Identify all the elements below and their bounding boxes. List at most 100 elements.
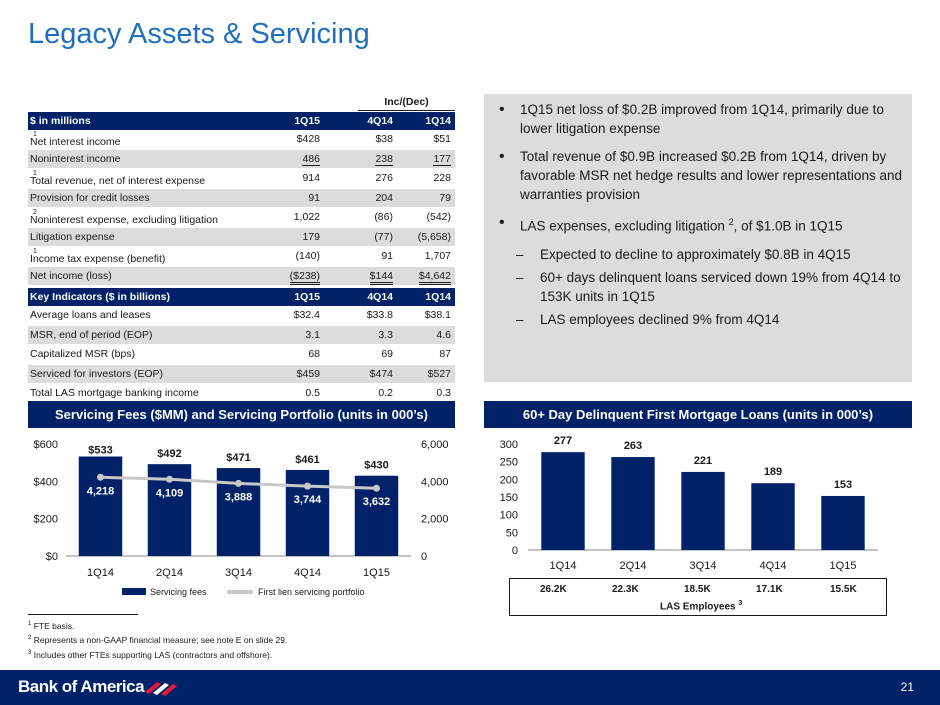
las-employees-box: 26.2K 22.3K 18.5K 17.1K 15.5K LAS Employ… — [509, 578, 887, 616]
value-1q15: 3.1 — [305, 328, 320, 341]
value-4q14: 204 — [375, 191, 393, 204]
value-4q14: $33.8 — [366, 309, 393, 321]
value-1q15: $428 — [296, 133, 320, 145]
footnotes: 1 FTE basis. 2 Represents a non-GAAP fin… — [28, 614, 287, 661]
servicing-fees-chart: $0 $200 $400 $600 0 2,000 4,000 6,000 $533 1Q14 $4… — [34, 439, 449, 597]
bar-data-label: $471 — [226, 452, 250, 464]
value-1q15: 91 — [308, 191, 320, 204]
bar-delinquent-loans — [681, 471, 725, 550]
row-label: Net income (loss) — [30, 269, 112, 282]
footnote: 3 Includes other FTEs supporting LAS (co… — [28, 649, 273, 660]
line-data-label: 4,109 — [156, 487, 184, 499]
legend-label: Servicing fees — [150, 587, 207, 597]
commentary-box: • 1Q15 net loss of $0.2B improved from 1Q… — [484, 94, 912, 382]
value-1q14: 0.3 — [436, 387, 451, 399]
bullet-item: • 1Q15 net loss of $0.2B improved from 1Q… — [499, 101, 884, 136]
kpi-table-row: Serviced for investors (EOP) $459 $474 $527 — [28, 364, 455, 383]
value-4q14: 238 — [375, 152, 393, 166]
line-data-label: 3,744 — [294, 494, 322, 506]
las-value-1q15: 15.5K — [830, 584, 857, 595]
delinquent-chart-title: 60+ Day Delinquent First Mortgage Loans … — [484, 401, 912, 428]
line-data-label: 3,888 — [225, 491, 253, 503]
bar-data-label: $533 — [88, 445, 112, 457]
bar-data-label: 153 — [834, 479, 852, 491]
value-4q14: 0.2 — [378, 387, 393, 399]
las-value-3q14: 18.5K — [684, 584, 711, 595]
x-tick-label: 4Q14 — [760, 560, 787, 572]
value-4q14: (77) — [374, 230, 393, 243]
fin-table-row: Total revenue, net of interest expense 1 9… — [28, 169, 455, 187]
y-tick-label: $200 — [34, 514, 58, 526]
row-label: Litigation expense — [30, 230, 115, 243]
line-point — [166, 475, 173, 483]
servicing-chart-title: Servicing Fees ($MM) and Servicing Portf… — [28, 401, 455, 428]
fin-table-row: Provision for credit losses 91 204 79 — [28, 188, 455, 207]
value-1q14: $51 — [433, 133, 451, 145]
y-tick-label: $400 — [34, 476, 58, 488]
value-4q14: $144 — [369, 270, 393, 285]
y-tick-label: 50 — [506, 527, 518, 539]
las-value-4q14: 17.1K — [756, 584, 783, 595]
x-tick-label: 2Q14 — [620, 560, 647, 572]
las-value-2q14: 22.3K — [612, 584, 639, 595]
value-1q15: 68 — [308, 348, 320, 360]
fin-table-row: Net interest income 1 $428 $38 $51 — [28, 130, 455, 148]
bullet-item: • LAS expenses, excluding litigation 2, o… — [499, 214, 843, 234]
value-1q14: $4,642 — [418, 270, 451, 285]
x-tick-label: 3Q14 — [225, 567, 252, 579]
value-4q14: 3.3 — [378, 328, 393, 341]
y-tick-label: 250 — [500, 457, 518, 469]
value-1q14: 79 — [439, 191, 451, 204]
line-data-label: 4,218 — [87, 485, 115, 497]
y-tick-label: 300 — [500, 439, 518, 451]
las-employees-label: LAS Employees 3 — [660, 600, 743, 613]
row-label: Provision for credit losses — [30, 191, 150, 204]
y2-tick-label: 6,000 — [421, 439, 449, 451]
value-1q15: $459 — [296, 367, 320, 380]
row-label: Income tax expense (benefit) 1 — [30, 248, 166, 265]
row-label: Total revenue, net of interest expense 1 — [30, 170, 206, 187]
value-1q14: 1,707 — [424, 250, 451, 262]
y-tick-label: 100 — [500, 510, 518, 522]
value-4q14: (86) — [374, 211, 393, 223]
line-data-label: 3,632 — [363, 496, 391, 508]
bar-data-label: 263 — [624, 440, 642, 452]
bar-data-label: 221 — [694, 455, 712, 467]
x-tick-label: 4Q14 — [294, 567, 321, 579]
row-label: Capitalized MSR (bps) — [30, 348, 136, 360]
kpi-table-row: Average loans and leases $32.4 $33.8 $38.1 — [28, 306, 455, 324]
y2-tick-label: 2,000 — [421, 514, 449, 526]
value-1q15: 0.5 — [305, 387, 320, 399]
value-4q14: 69 — [381, 348, 393, 360]
value-1q15: 1,022 — [293, 211, 320, 223]
value-4q14: 276 — [375, 172, 393, 184]
bar-delinquent-loans — [611, 457, 655, 550]
flag-logo-icon — [145, 682, 177, 696]
line-point — [235, 479, 242, 487]
bar-delinquent-loans — [821, 495, 865, 550]
y-tick-label: $0 — [46, 551, 58, 563]
row-label: Serviced for investors (EOP) — [30, 367, 164, 380]
value-1q15: $32.4 — [293, 309, 320, 321]
value-1q15: 179 — [302, 230, 320, 243]
fin-table-row: Net income (loss) ($238) $144 $4,642 — [28, 266, 455, 285]
delinquent-loans-chart: 0 50 100 150 200 250 300 277 1Q14 263 2Q14 221 3Q14 1… — [500, 435, 878, 572]
footnote: 2 Represents a non-GAAP financial measur… — [28, 635, 288, 646]
value-1q14: $527 — [427, 367, 451, 380]
kpi-table-row: MSR, end of period (EOP) 3.1 3.3 4.6 — [28, 325, 455, 344]
kpi-table-header: Key Indicators ($ in billions) 1Q15 4Q14… — [28, 288, 455, 306]
row-label: MSR, end of period (EOP) — [30, 328, 153, 341]
value-1q15: ($238) — [289, 270, 320, 285]
y-tick-label: $600 — [34, 439, 58, 451]
row-label: Noninterest income — [30, 152, 121, 165]
value-1q14: 228 — [433, 172, 451, 184]
value-1q15: 486 — [302, 152, 320, 166]
value-1q15: (140) — [295, 250, 320, 262]
sub-bullet-item: – Expected to decline to approximately $0… — [516, 246, 851, 262]
page-title: Legacy Assets & Servicing — [28, 18, 370, 50]
bank-logo-text: Bank of America — [18, 677, 145, 696]
x-tick-label: 1Q15 — [363, 567, 390, 579]
value-1q14: 177 — [433, 152, 451, 166]
value-4q14: $474 — [369, 367, 393, 380]
row-label: Average loans and leases — [30, 309, 151, 321]
